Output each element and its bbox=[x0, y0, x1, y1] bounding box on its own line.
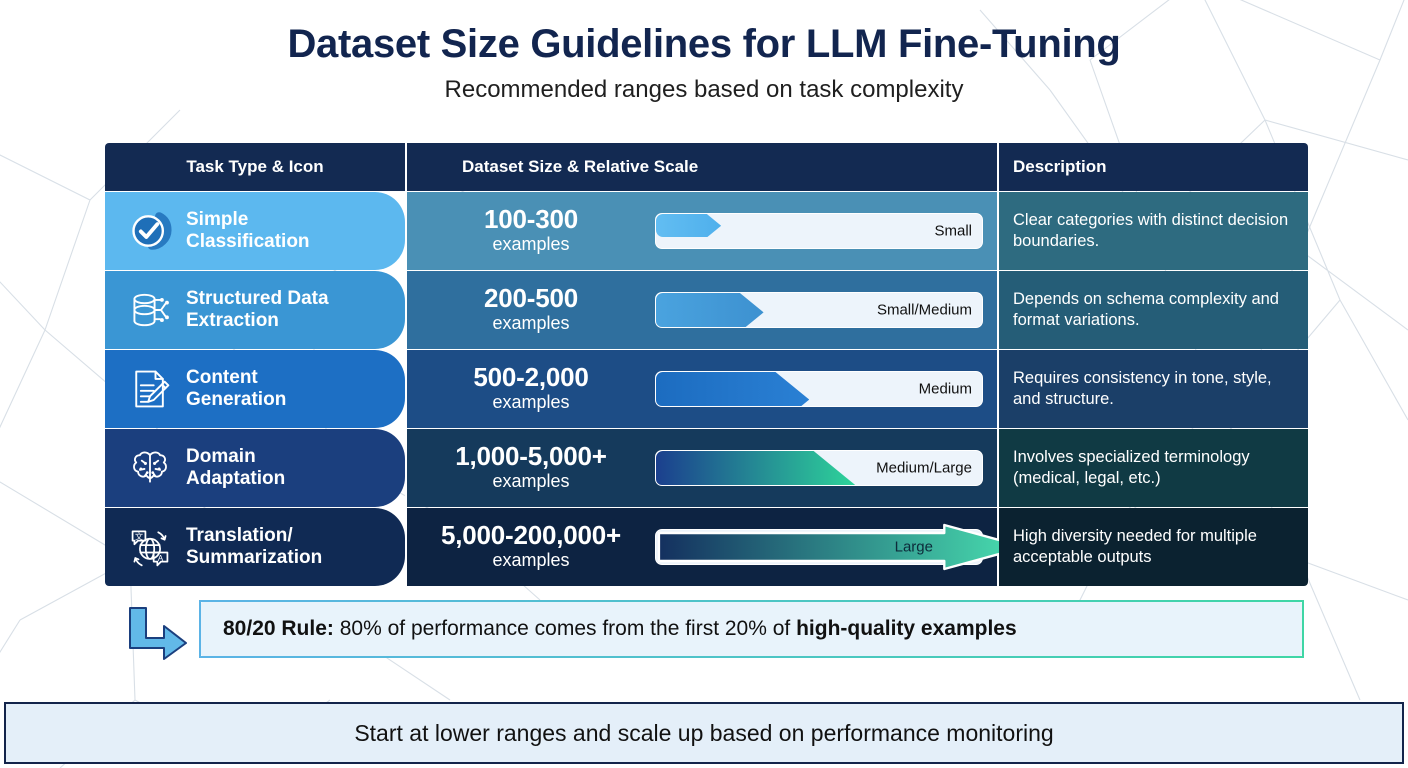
table-row: Structured Data Extraction 200-500 examp… bbox=[105, 271, 1308, 349]
brain-icon bbox=[127, 445, 173, 491]
dataset-size-block: 100-300 examples bbox=[407, 203, 655, 257]
relative-scale-bar: Large bbox=[655, 523, 1027, 571]
dataset-size-amount: 1,000-5,000+ bbox=[455, 440, 607, 471]
dataset-size-unit: examples bbox=[492, 391, 570, 412]
svg-text:A: A bbox=[158, 554, 164, 563]
dataset-size-cell: 100-300 examples Small bbox=[407, 192, 997, 270]
scale-bar-label: Small bbox=[934, 222, 972, 240]
callout-box: 80/20 Rule: 80% of performance comes fro… bbox=[199, 600, 1304, 658]
bottom-banner: Start at lower ranges and scale up based… bbox=[4, 702, 1404, 764]
task-label: Simple Classification bbox=[186, 208, 310, 252]
scale-bar-track bbox=[655, 292, 983, 328]
description-text: High diversity needed for multiple accep… bbox=[1013, 526, 1257, 566]
scale-bar-label: Medium bbox=[918, 380, 972, 398]
guidelines-table: Task Type & Icon Dataset Size & Relative… bbox=[105, 143, 1308, 586]
page-header: Dataset Size Guidelines for LLM Fine-Tun… bbox=[0, 0, 1408, 104]
column-divider bbox=[997, 192, 999, 270]
callout-prefix: 80/20 Rule: bbox=[223, 617, 334, 640]
dataset-size-cell: 5,000-200,000+ examples Large bbox=[407, 508, 1027, 586]
document-pencil-icon bbox=[127, 366, 173, 412]
dataset-size-amount: 500-2,000 bbox=[473, 361, 589, 392]
column-header-dataset-size-label: Dataset Size & Relative Scale bbox=[462, 157, 699, 176]
dataset-size-block: 200-500 examples bbox=[407, 282, 655, 336]
dataset-size-amount: 5,000-200,000+ bbox=[440, 519, 622, 550]
table-row: Simple Classification 100-300 examples bbox=[105, 192, 1308, 270]
table-row: 文 A Translation/ Summarization 5,000-200… bbox=[105, 508, 1308, 586]
description-text: Clear categories with distinct decision … bbox=[1013, 210, 1289, 250]
table-row: Content Generation 500-2,000 examples bbox=[105, 350, 1308, 428]
relative-scale-bar: Small/Medium bbox=[655, 292, 983, 328]
dataset-size-block: 1,000-5,000+ examples bbox=[407, 440, 655, 494]
table-row: Domain Adaptation 1,000-5,000+ examples bbox=[105, 429, 1308, 507]
dataset-size-unit: examples bbox=[492, 312, 570, 333]
task-label: Domain Adaptation bbox=[186, 445, 286, 489]
description-cell: Involves specialized terminology (medica… bbox=[999, 429, 1308, 507]
relative-scale-bar: Small bbox=[655, 213, 983, 249]
dataset-size-unit: examples bbox=[492, 470, 570, 491]
scale-bar-fill bbox=[656, 451, 856, 485]
scale-bar-fill bbox=[656, 372, 810, 406]
column-header-description-label: Description bbox=[1013, 157, 1107, 176]
dataset-size-block: 5,000-200,000+ examples bbox=[407, 519, 655, 573]
description-cell: Depends on schema complexity and format … bbox=[999, 271, 1308, 349]
column-header-task-type-label: Task Type & Icon bbox=[186, 157, 324, 176]
description-cell: High diversity needed for multiple accep… bbox=[999, 508, 1308, 586]
task-cell: 文 A Translation/ Summarization bbox=[105, 508, 405, 586]
scale-bar-label: Large bbox=[894, 538, 933, 556]
description-text: Depends on schema complexity and format … bbox=[1013, 289, 1279, 329]
scale-bar-track bbox=[655, 213, 983, 249]
task-cell: Simple Classification bbox=[105, 192, 405, 270]
task-label: Translation/ Summarization bbox=[186, 524, 323, 568]
table-header-row: Task Type & Icon Dataset Size & Relative… bbox=[105, 143, 1308, 191]
dataset-size-cell: 200-500 examples Small/Medium bbox=[407, 271, 997, 349]
scale-bar-arrow bbox=[657, 523, 1027, 571]
description-cell: Requires consistency in tone, style, and… bbox=[999, 350, 1308, 428]
scale-bar-track bbox=[655, 450, 983, 486]
table-body: Simple Classification 100-300 examples bbox=[105, 192, 1308, 586]
page-subtitle: Recommended ranges based on task complex… bbox=[444, 76, 964, 103]
description-text: Involves specialized terminology (medica… bbox=[1013, 447, 1250, 487]
bottom-banner-text: Start at lower ranges and scale up based… bbox=[354, 719, 1054, 746]
scale-bar-fill bbox=[656, 293, 764, 327]
relative-scale-bar: Medium bbox=[655, 371, 983, 407]
task-cell: Structured Data Extraction bbox=[105, 271, 405, 349]
dataset-size-amount: 200-500 bbox=[483, 282, 579, 313]
page-title: Dataset Size Guidelines for LLM Fine-Tun… bbox=[287, 22, 1121, 66]
scale-bar-track bbox=[655, 371, 983, 407]
task-label: Content Generation bbox=[186, 366, 287, 410]
dataset-size-cell: 500-2,000 examples Medium bbox=[407, 350, 997, 428]
scale-bar-label: Medium/Large bbox=[876, 459, 972, 477]
column-divider bbox=[997, 429, 999, 507]
column-divider bbox=[997, 271, 999, 349]
description-text: Requires consistency in tone, style, and… bbox=[1013, 368, 1272, 408]
scale-bar-fill bbox=[656, 214, 722, 238]
dataset-size-unit: examples bbox=[492, 549, 570, 570]
task-cell: Content Generation bbox=[105, 350, 405, 428]
database-nodes-icon bbox=[127, 287, 173, 333]
callout-emphasis: high-quality examples bbox=[796, 617, 1017, 640]
column-header-task-type: Task Type & Icon bbox=[105, 143, 405, 191]
scale-bar-label: Small/Medium bbox=[876, 301, 972, 319]
relative-scale-bar: Medium/Large bbox=[655, 450, 983, 486]
column-header-dataset-size: Dataset Size & Relative Scale bbox=[407, 143, 997, 191]
dataset-size-unit: examples bbox=[492, 233, 570, 254]
curved-down-right-arrow-icon bbox=[129, 607, 187, 660]
dataset-size-amount: 100-300 bbox=[483, 203, 579, 234]
description-cell: Clear categories with distinct decision … bbox=[999, 192, 1308, 270]
dataset-size-block: 500-2,000 examples bbox=[407, 361, 655, 415]
column-divider bbox=[997, 350, 999, 428]
task-cell: Domain Adaptation bbox=[105, 429, 405, 507]
svg-text:文: 文 bbox=[135, 532, 143, 542]
check-circle-icon bbox=[127, 208, 173, 254]
translation-globe-icon: 文 A bbox=[127, 524, 173, 570]
task-label: Structured Data Extraction bbox=[186, 287, 329, 331]
callout-middle: 80% of performance comes from the first … bbox=[333, 617, 797, 640]
dataset-size-cell: 1,000-5,000+ examples Medium/Large bbox=[407, 429, 997, 507]
column-header-description: Description bbox=[999, 143, 1308, 191]
callout-section: 80/20 Rule: 80% of performance comes fro… bbox=[105, 600, 1304, 662]
